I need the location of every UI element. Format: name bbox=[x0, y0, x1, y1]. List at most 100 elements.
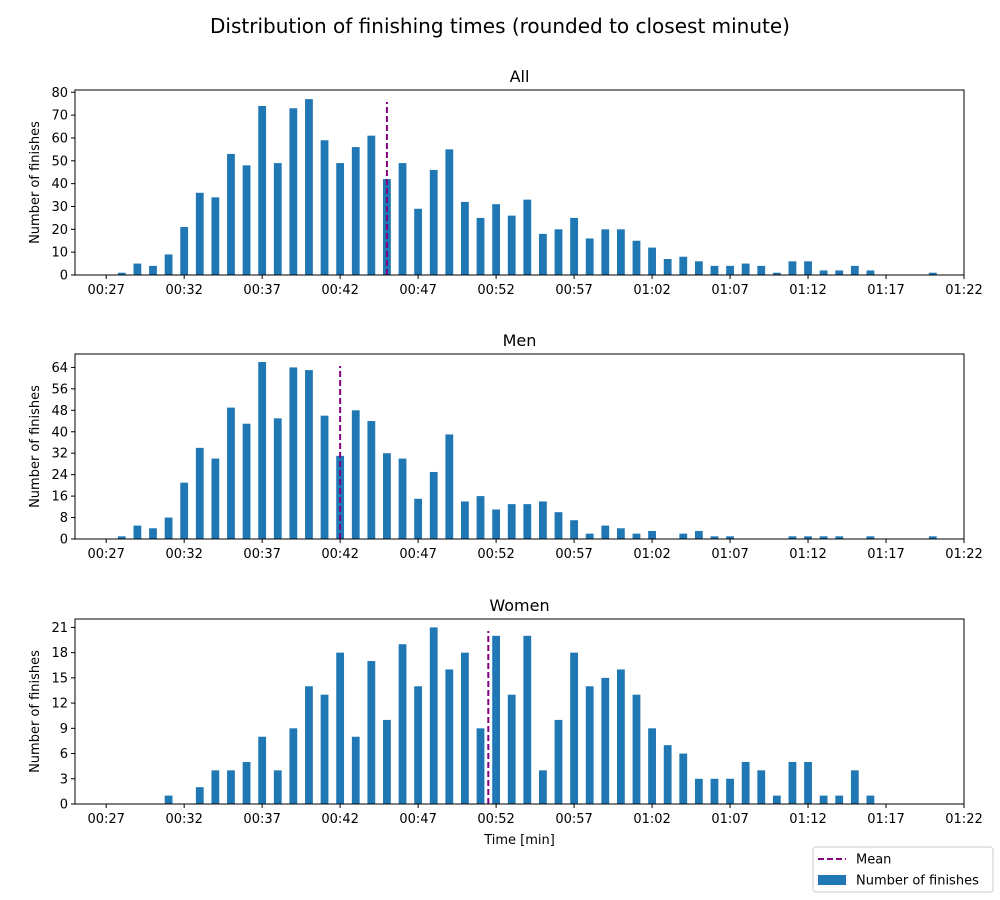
bar bbox=[492, 509, 501, 539]
y-tick-label: 0 bbox=[60, 533, 68, 548]
bar bbox=[554, 719, 563, 804]
bar bbox=[242, 165, 251, 275]
bar bbox=[663, 259, 672, 275]
y-tick-label: 40 bbox=[51, 177, 68, 192]
x-tick-label: 00:27 bbox=[87, 283, 124, 298]
y-tick-label: 0 bbox=[60, 798, 68, 813]
bar bbox=[539, 501, 547, 539]
bar bbox=[585, 533, 594, 539]
bar bbox=[648, 530, 656, 539]
bar bbox=[305, 686, 313, 804]
bar bbox=[242, 761, 251, 804]
bar bbox=[616, 229, 625, 275]
y-tick-label: 56 bbox=[51, 382, 68, 397]
bar bbox=[195, 192, 204, 275]
bar bbox=[180, 227, 189, 275]
bar bbox=[258, 736, 267, 804]
bar bbox=[928, 536, 937, 539]
bar bbox=[227, 407, 235, 539]
bar bbox=[835, 270, 844, 275]
bar bbox=[507, 694, 516, 804]
bar bbox=[819, 795, 828, 804]
bar bbox=[554, 512, 563, 539]
y-tick-label: 30 bbox=[51, 200, 68, 215]
y-tick-label: 0 bbox=[60, 269, 68, 284]
y-tick-label: 48 bbox=[51, 404, 68, 419]
x-tick-label: 00:42 bbox=[321, 283, 358, 298]
legend: Mean Number of finishes bbox=[812, 846, 994, 893]
bar bbox=[429, 627, 438, 804]
y-tick-label: 24 bbox=[51, 468, 68, 483]
x-tick-label: 00:37 bbox=[243, 547, 280, 562]
y-tick-label: 12 bbox=[51, 697, 68, 712]
y-tick-label: 15 bbox=[51, 671, 68, 686]
bar bbox=[570, 520, 578, 539]
x-tick-label: 01:17 bbox=[867, 283, 904, 298]
legend-bar-swatch bbox=[818, 875, 846, 885]
x-tick-label: 00:57 bbox=[555, 812, 592, 827]
bar bbox=[757, 265, 766, 275]
bar bbox=[694, 778, 703, 804]
chart-title-all: All bbox=[510, 67, 530, 86]
y-tick-label: 9 bbox=[60, 722, 68, 737]
bar bbox=[320, 415, 329, 539]
x-tick-label: 00:32 bbox=[165, 812, 202, 827]
bar bbox=[149, 265, 157, 275]
bar bbox=[679, 533, 688, 539]
bar bbox=[445, 434, 454, 539]
bar bbox=[570, 652, 578, 804]
x-tick-label: 00:37 bbox=[243, 283, 280, 298]
bar bbox=[117, 536, 126, 539]
bar bbox=[414, 208, 423, 275]
x-tick-label: 00:52 bbox=[477, 812, 514, 827]
bar bbox=[523, 504, 532, 539]
x-tick-label: 01:17 bbox=[867, 547, 904, 562]
x-tick-label: 00:47 bbox=[399, 547, 436, 562]
bar bbox=[726, 265, 734, 275]
bar bbox=[570, 217, 578, 275]
x-tick-label: 00:57 bbox=[555, 283, 592, 298]
y-tick-label: 10 bbox=[51, 246, 68, 261]
bar bbox=[336, 652, 345, 804]
bar bbox=[632, 694, 641, 804]
bar bbox=[788, 261, 797, 275]
bar bbox=[554, 229, 563, 275]
bar bbox=[476, 217, 485, 275]
bar bbox=[195, 787, 204, 804]
bars-women bbox=[164, 627, 875, 804]
bar bbox=[429, 471, 438, 539]
bar bbox=[804, 761, 812, 804]
axes-frame bbox=[74, 353, 965, 540]
x-tick-label: 00:37 bbox=[243, 812, 280, 827]
bar bbox=[726, 536, 734, 539]
bar bbox=[351, 736, 360, 804]
bar bbox=[710, 778, 719, 804]
chart-all: All 0 10 20 30 40 50 60 70 80 00:27 00:32 00:37 00:42… bbox=[28, 67, 983, 298]
bar bbox=[648, 247, 656, 275]
bar bbox=[492, 635, 501, 804]
bar bbox=[211, 770, 220, 804]
legend-box bbox=[812, 846, 994, 893]
figure-title: Distribution of finishing times (rounded… bbox=[210, 14, 790, 38]
x-tick-label: 00:57 bbox=[555, 547, 592, 562]
x-axis-women: 00:27 00:32 00:37 00:42 00:47 00:52 00:57 01:02… bbox=[87, 804, 983, 827]
x-axis-label: Time [min] bbox=[483, 833, 555, 848]
x-tick-label: 01:07 bbox=[711, 283, 748, 298]
axes-frame bbox=[74, 618, 965, 805]
x-tick-label: 00:27 bbox=[87, 547, 124, 562]
bar bbox=[476, 728, 485, 804]
bar bbox=[305, 370, 313, 539]
bar bbox=[850, 265, 859, 275]
x-axis-men: 00:27 00:32 00:37 00:42 00:47 00:52 00:57 01:02… bbox=[87, 539, 983, 562]
y-tick-label: 16 bbox=[51, 490, 68, 505]
axes-frame bbox=[74, 89, 965, 276]
bar bbox=[788, 761, 797, 804]
bar bbox=[819, 270, 828, 275]
bar bbox=[133, 263, 142, 275]
y-tick-label: 21 bbox=[51, 621, 68, 636]
bar bbox=[164, 795, 173, 804]
y-axis-women: 0 3 6 9 12 15 18 21 bbox=[51, 621, 75, 813]
bar bbox=[616, 528, 625, 539]
bar bbox=[523, 635, 532, 804]
bar bbox=[149, 528, 157, 539]
